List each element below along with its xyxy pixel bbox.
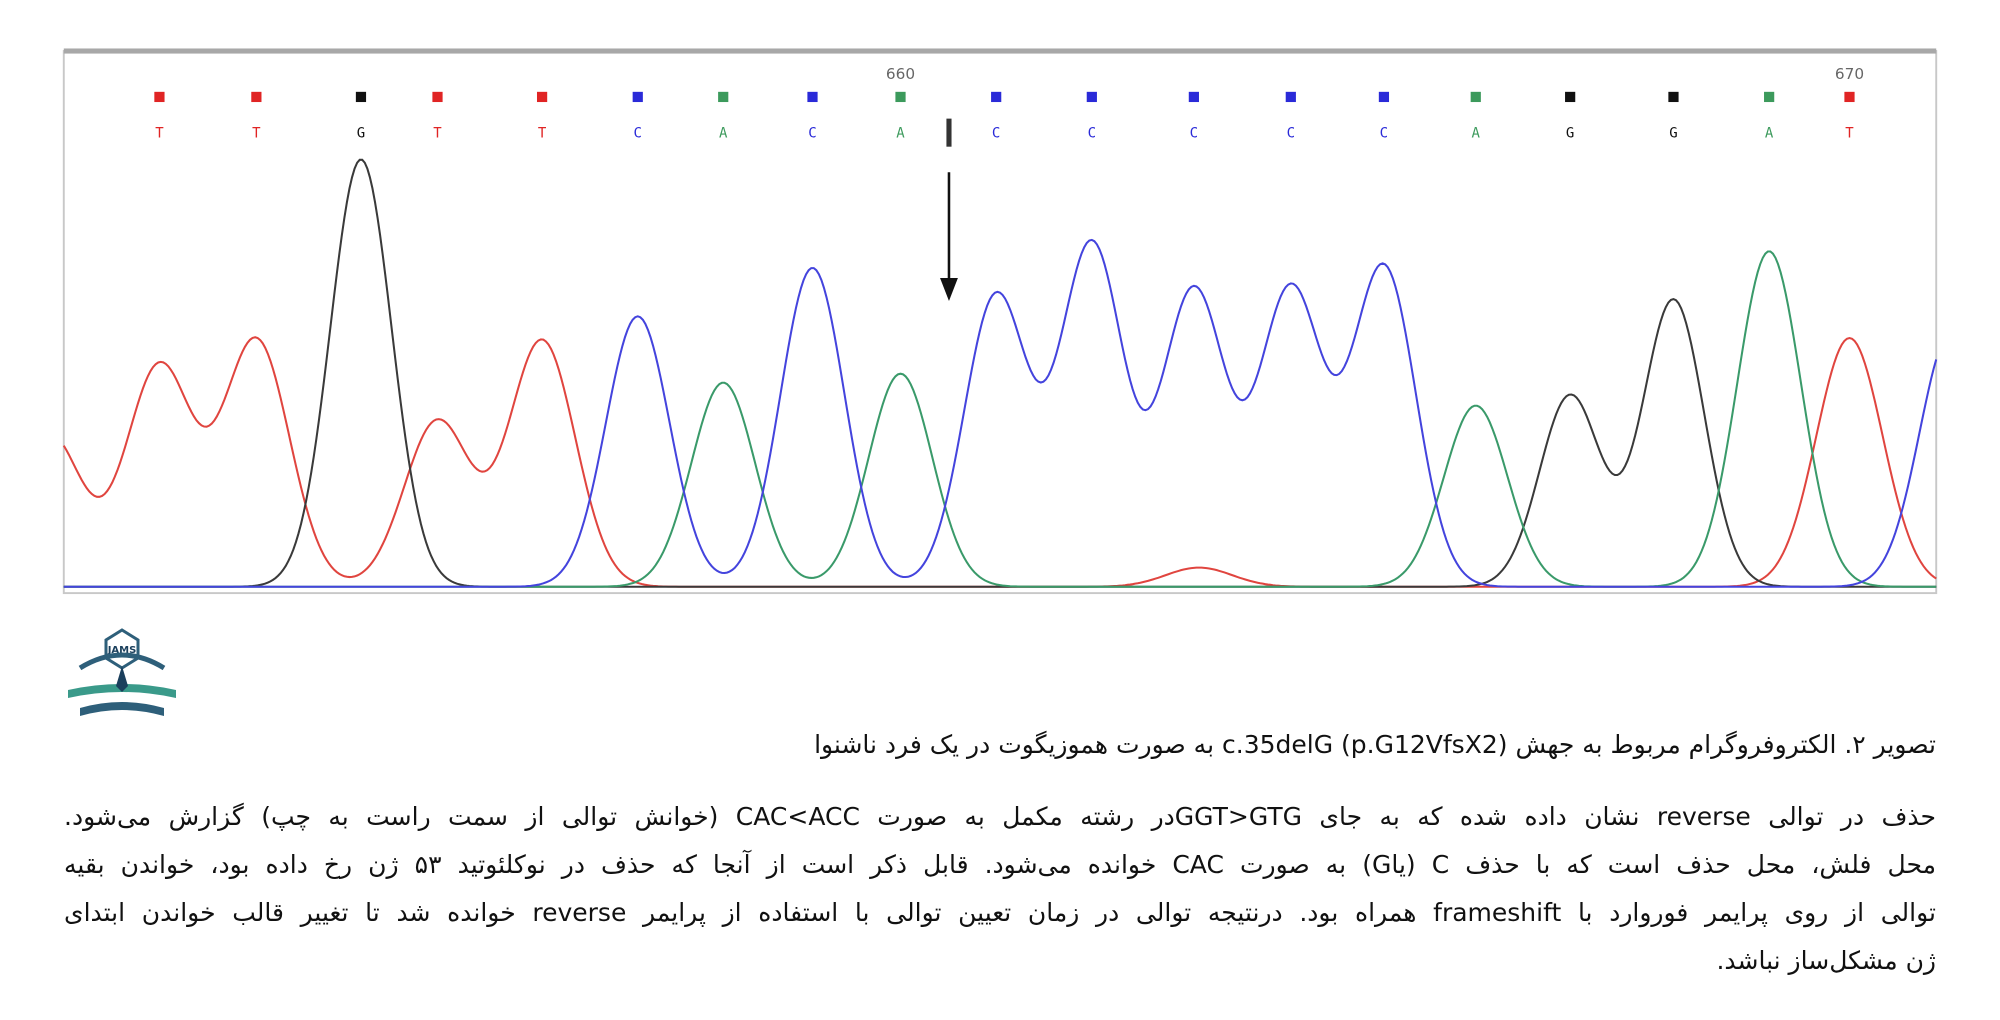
base-letter: G xyxy=(1669,126,1677,142)
chromatogram-frame xyxy=(62,50,1938,595)
base-letter: T xyxy=(538,126,547,142)
base-marker xyxy=(1844,91,1855,103)
deletion-mark xyxy=(946,118,952,147)
base-calls: T T G T T C A C A 660 C C C C C A G G A T 670 xyxy=(154,65,1864,142)
base-marker xyxy=(1188,91,1199,103)
base-letter: A xyxy=(1472,126,1481,142)
base-letter: T xyxy=(433,126,442,142)
base-marker xyxy=(807,91,818,103)
base-letter: C xyxy=(1088,126,1096,142)
base-letter: C xyxy=(634,126,642,142)
base-letter: G xyxy=(357,126,365,142)
base-marker xyxy=(154,91,165,103)
base-letter: A xyxy=(896,126,905,142)
traces xyxy=(62,158,1938,588)
logo-base xyxy=(80,702,164,716)
base-marker xyxy=(632,91,643,103)
base-letter: C xyxy=(1287,126,1295,142)
logo-arc xyxy=(78,652,166,671)
base-letter: G xyxy=(1566,126,1574,142)
logo-text: JAMS xyxy=(107,645,137,656)
base-letter: C xyxy=(1190,126,1198,142)
base-marker xyxy=(991,91,1002,103)
figure-caption: تصویر ۲. الکتروفروگرام مربوط به جهش c.35… xyxy=(814,730,1936,759)
base-letter: T xyxy=(252,126,261,142)
logo: JAMS xyxy=(68,628,176,716)
trace xyxy=(63,158,1937,588)
position-label: 660 xyxy=(886,65,915,83)
base-letter: C xyxy=(1380,126,1388,142)
base-marker xyxy=(1285,91,1296,103)
base-marker xyxy=(895,91,906,103)
paragraph-line: توالی از روی پرایمر فوروارد با frameshif… xyxy=(64,898,1936,927)
base-letter: C xyxy=(992,126,1000,142)
base-marker xyxy=(432,91,443,103)
base-marker xyxy=(355,91,367,103)
position-label: 670 xyxy=(1835,65,1864,83)
trace xyxy=(63,238,1938,588)
base-letter: T xyxy=(155,126,164,142)
arrow-head xyxy=(940,278,958,302)
logo-pen xyxy=(116,666,128,692)
base-marker xyxy=(1565,91,1576,103)
base-marker xyxy=(1764,91,1775,103)
base-marker xyxy=(718,91,729,103)
base-letter: A xyxy=(719,126,728,142)
base-marker xyxy=(251,91,262,103)
base-marker xyxy=(1668,91,1679,103)
paragraph-line: ژن مشکل‌ساز نباشد. xyxy=(1716,946,1936,975)
base-marker xyxy=(1470,91,1481,103)
base-marker xyxy=(1086,91,1097,103)
base-marker xyxy=(1378,91,1390,103)
base-letter: T xyxy=(1845,126,1854,142)
paragraph-line: حذف در توالی reverse نشان داده شده که به… xyxy=(64,802,1937,831)
chromatogram: T T G T T C A C A 660 C C C C C A G G A T 670 xyxy=(62,48,1938,595)
base-marker xyxy=(536,91,548,103)
base-letter: A xyxy=(1765,126,1774,142)
frame-top-bar xyxy=(63,48,1937,54)
paragraph-line: محل فلش، محل حذف است که با حذف C (یاG) ب… xyxy=(64,850,1936,879)
base-letter: C xyxy=(808,126,816,142)
